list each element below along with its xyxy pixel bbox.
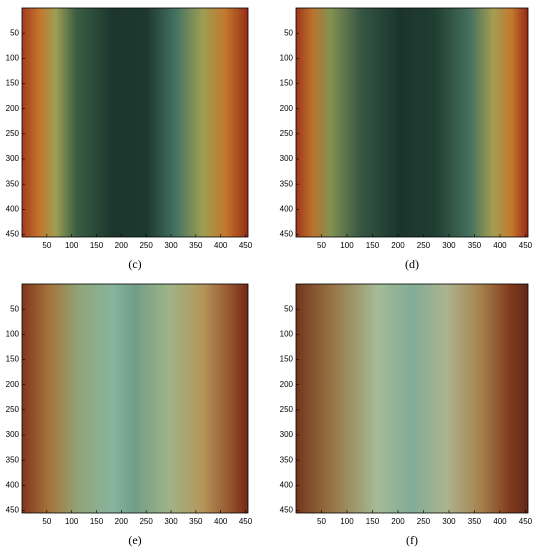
image xyxy=(22,284,248,513)
panel-label: (e) xyxy=(128,533,141,547)
y-tick-label: 50 xyxy=(284,28,293,37)
y-tick-label: 450 xyxy=(280,506,294,515)
y-tick-label: 450 xyxy=(280,230,294,239)
x-tick-label: 450 xyxy=(519,517,533,526)
y-tick-label: 150 xyxy=(6,355,20,364)
image xyxy=(296,8,528,237)
panel-label: (f) xyxy=(406,533,418,547)
image-shade xyxy=(296,8,528,237)
x-tick-label: 400 xyxy=(214,517,228,526)
panel-label: (c) xyxy=(128,257,141,271)
x-tick-label: 150 xyxy=(366,241,380,250)
y-tick-label: 400 xyxy=(6,480,20,489)
y-tick-label: 300 xyxy=(280,430,294,439)
x-tick-label: 100 xyxy=(65,517,79,526)
y-tick-label: 450 xyxy=(6,506,20,515)
axes-frame xyxy=(295,7,529,238)
image xyxy=(22,8,248,237)
y-tick-label: 100 xyxy=(6,329,20,338)
y-tick-label: 150 xyxy=(6,79,20,88)
image xyxy=(296,284,528,513)
image-shade xyxy=(22,284,248,513)
image-shade xyxy=(22,8,248,237)
y-tick-label: 200 xyxy=(6,104,20,113)
y-tick-label: 250 xyxy=(280,129,294,138)
axes-frame xyxy=(21,7,249,238)
x-tick-label: 350 xyxy=(189,241,203,250)
x-tick-label: 450 xyxy=(519,241,533,250)
x-tick-label: 50 xyxy=(317,517,326,526)
y-tick-label: 400 xyxy=(280,204,294,213)
y-tick-label: 250 xyxy=(6,405,20,414)
y-tick-label: 350 xyxy=(280,455,294,464)
axes-frame xyxy=(295,283,529,514)
x-tick-label: 250 xyxy=(139,241,153,250)
x-tick-label: 100 xyxy=(65,241,79,250)
y-tick-label: 250 xyxy=(280,405,294,414)
x-tick-label: 50 xyxy=(42,241,51,250)
y-tick-label: 200 xyxy=(6,380,20,389)
y-tick-label: 350 xyxy=(280,179,294,188)
x-tick-label: 150 xyxy=(366,517,380,526)
x-tick-label: 200 xyxy=(115,517,129,526)
y-tick-label: 150 xyxy=(280,355,294,364)
y-tick-label: 250 xyxy=(6,129,20,138)
y-tick-label: 50 xyxy=(10,28,19,37)
y-tick-label: 200 xyxy=(280,380,294,389)
x-tick-label: 400 xyxy=(493,241,507,250)
y-tick-label: 100 xyxy=(6,53,20,62)
x-tick-label: 150 xyxy=(90,241,104,250)
x-tick-label: 300 xyxy=(164,517,178,526)
y-tick-label: 100 xyxy=(280,53,294,62)
x-tick-label: 250 xyxy=(139,517,153,526)
y-tick-label: 50 xyxy=(10,304,19,313)
x-tick-label: 250 xyxy=(417,517,431,526)
x-tick-label: 200 xyxy=(391,517,405,526)
y-tick-label: 350 xyxy=(6,179,20,188)
y-tick-label: 300 xyxy=(6,430,20,439)
image-shade xyxy=(296,284,528,513)
x-tick-label: 300 xyxy=(442,241,456,250)
x-tick-label: 50 xyxy=(317,241,326,250)
y-tick-label: 300 xyxy=(280,154,294,163)
x-tick-label: 400 xyxy=(214,241,228,250)
x-tick-label: 400 xyxy=(493,517,507,526)
y-tick-label: 50 xyxy=(284,304,293,313)
x-tick-label: 200 xyxy=(115,241,129,250)
x-tick-label: 350 xyxy=(189,517,203,526)
axes-frame xyxy=(21,283,249,514)
x-tick-label: 450 xyxy=(239,241,253,250)
y-tick-label: 350 xyxy=(6,455,20,464)
y-tick-label: 400 xyxy=(280,480,294,489)
x-tick-label: 150 xyxy=(90,517,104,526)
x-tick-label: 100 xyxy=(340,241,354,250)
x-tick-label: 450 xyxy=(239,517,253,526)
y-tick-label: 200 xyxy=(280,104,294,113)
x-tick-label: 300 xyxy=(164,241,178,250)
y-tick-label: 150 xyxy=(280,79,294,88)
y-tick-label: 100 xyxy=(280,329,294,338)
panel-label: (d) xyxy=(405,257,419,271)
x-tick-label: 100 xyxy=(340,517,354,526)
y-tick-label: 300 xyxy=(6,154,20,163)
x-tick-label: 300 xyxy=(442,517,456,526)
x-tick-label: 350 xyxy=(468,517,482,526)
x-tick-label: 50 xyxy=(42,517,51,526)
x-tick-label: 200 xyxy=(391,241,405,250)
y-tick-label: 450 xyxy=(6,230,20,239)
x-tick-label: 350 xyxy=(468,241,482,250)
x-tick-label: 250 xyxy=(417,241,431,250)
y-tick-label: 400 xyxy=(6,204,20,213)
